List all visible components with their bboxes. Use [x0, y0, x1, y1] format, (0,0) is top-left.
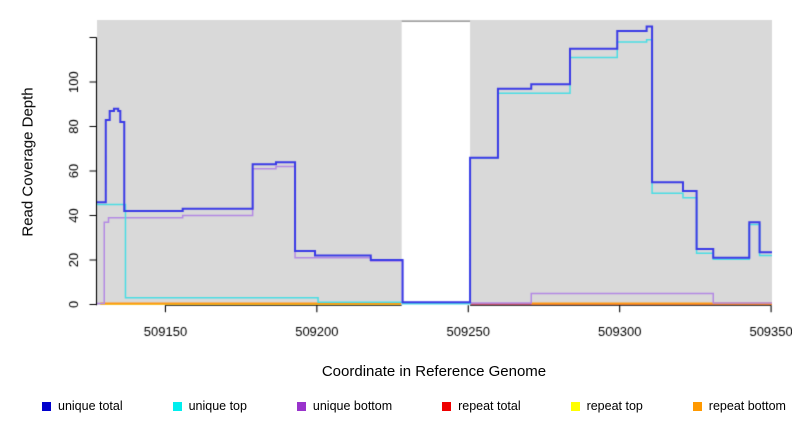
legend-label: repeat top [586, 399, 643, 413]
coverage-plot-canvas [0, 0, 792, 348]
repeat-top-swatch-icon [570, 401, 580, 411]
legend-item-repeat-bottom: repeat bottom [692, 399, 786, 413]
legend-item-unique-total: unique total [42, 399, 123, 413]
legend-item-unique-bottom: unique bottom [296, 399, 393, 413]
legend-label: unique total [58, 399, 123, 413]
legend-label: unique top [188, 399, 247, 413]
legend-item-repeat-total: repeat total [442, 399, 521, 413]
legend-label: repeat bottom [708, 399, 786, 413]
repeat-total-swatch-icon [442, 401, 452, 411]
repeat-bottom-swatch-icon [692, 401, 702, 411]
legend-item-unique-top: unique top [172, 399, 247, 413]
legend: unique total unique top unique bottom re… [0, 399, 792, 413]
legend-label: repeat total [458, 399, 521, 413]
unique-top-swatch-icon [172, 401, 182, 411]
unique-bottom-swatch-icon [296, 401, 306, 411]
y-axis-label: Read Coverage Depth [19, 87, 37, 237]
x-axis-label: Coordinate in Reference Genome [321, 363, 547, 380]
legend-label: unique bottom [312, 399, 393, 413]
unique-total-swatch-icon [42, 401, 51, 411]
legend-item-repeat-top: repeat top [570, 399, 643, 413]
